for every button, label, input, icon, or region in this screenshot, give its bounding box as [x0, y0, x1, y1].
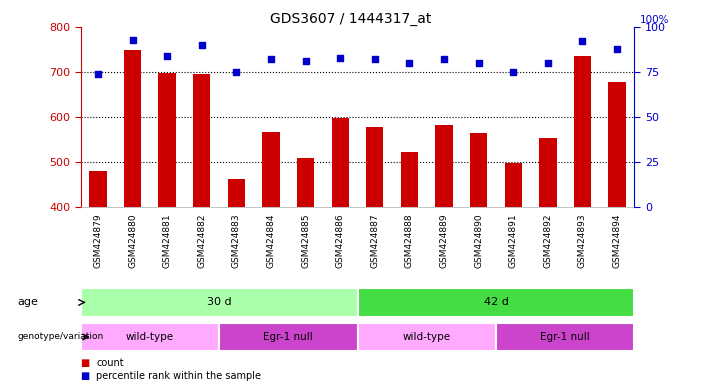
Point	[300, 58, 311, 64]
Point	[127, 36, 138, 43]
Bar	[228, 179, 245, 207]
Bar	[193, 74, 210, 207]
Point	[508, 69, 519, 75]
Bar	[539, 138, 557, 207]
Text: percentile rank within the sample: percentile rank within the sample	[96, 371, 261, 381]
Text: GSM424886: GSM424886	[336, 214, 345, 268]
Point	[369, 56, 381, 63]
Text: GSM424883: GSM424883	[232, 214, 241, 268]
Text: GSM424889: GSM424889	[440, 214, 449, 268]
Text: 30 d: 30 d	[207, 297, 231, 308]
Bar	[332, 119, 349, 207]
Point	[93, 71, 104, 77]
Bar	[505, 163, 522, 207]
Text: ■: ■	[81, 371, 93, 381]
Text: GSM424884: GSM424884	[266, 214, 275, 268]
Point	[334, 55, 346, 61]
Text: GSM424881: GSM424881	[163, 214, 172, 268]
Bar	[496, 323, 634, 351]
Bar	[470, 133, 487, 207]
Text: GSM424885: GSM424885	[301, 214, 310, 268]
Point	[231, 69, 242, 75]
Point	[577, 38, 588, 45]
Point	[543, 60, 554, 66]
Point	[161, 53, 172, 59]
Text: Egr-1 null: Egr-1 null	[264, 332, 313, 342]
Bar	[81, 323, 219, 351]
Point	[473, 60, 484, 66]
Text: age: age	[18, 297, 39, 308]
Text: ■: ■	[81, 358, 93, 368]
Bar	[608, 82, 626, 207]
Text: genotype/variation: genotype/variation	[18, 333, 104, 341]
Bar	[297, 158, 314, 207]
Point	[196, 42, 207, 48]
Bar	[81, 288, 358, 317]
Bar	[358, 323, 496, 351]
Text: wild-type: wild-type	[402, 332, 451, 342]
Point	[611, 45, 622, 51]
Text: Egr-1 null: Egr-1 null	[540, 332, 590, 342]
Text: count: count	[96, 358, 123, 368]
Bar	[358, 288, 634, 317]
Text: GSM424880: GSM424880	[128, 214, 137, 268]
Text: GSM424882: GSM424882	[197, 214, 206, 268]
Text: GDS3607 / 1444317_at: GDS3607 / 1444317_at	[270, 12, 431, 25]
Text: GSM424893: GSM424893	[578, 214, 587, 268]
Text: 100%: 100%	[640, 15, 669, 25]
Text: GSM424894: GSM424894	[613, 214, 622, 268]
Text: GSM424888: GSM424888	[405, 214, 414, 268]
Text: GSM424891: GSM424891	[509, 214, 518, 268]
Text: GSM424879: GSM424879	[93, 214, 102, 268]
Bar	[89, 171, 107, 207]
Text: GSM424887: GSM424887	[370, 214, 379, 268]
Text: GSM424892: GSM424892	[543, 214, 552, 268]
Point	[404, 60, 415, 66]
Text: 42 d: 42 d	[484, 297, 508, 308]
Bar	[262, 132, 280, 207]
Bar	[435, 125, 453, 207]
Bar	[366, 127, 383, 207]
Text: GSM424890: GSM424890	[474, 214, 483, 268]
Bar	[124, 50, 141, 207]
Bar	[158, 73, 176, 207]
Text: wild-type: wild-type	[125, 332, 174, 342]
Bar	[219, 323, 358, 351]
Point	[438, 56, 449, 63]
Bar	[574, 56, 591, 207]
Point	[266, 56, 277, 63]
Bar	[401, 152, 418, 207]
